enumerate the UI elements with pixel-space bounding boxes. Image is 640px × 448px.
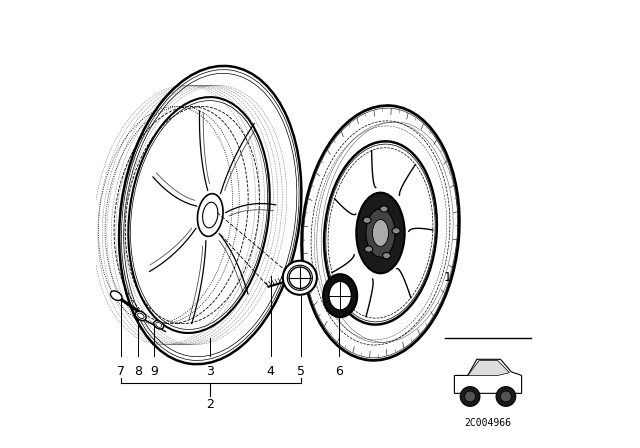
Ellipse shape: [323, 274, 357, 317]
Polygon shape: [294, 271, 301, 284]
Ellipse shape: [154, 321, 164, 329]
Ellipse shape: [136, 311, 146, 320]
Ellipse shape: [366, 209, 395, 257]
Polygon shape: [454, 359, 522, 393]
Ellipse shape: [500, 391, 511, 402]
Ellipse shape: [111, 291, 122, 301]
Text: 2C004966: 2C004966: [465, 418, 511, 428]
Text: 9: 9: [150, 365, 158, 378]
Ellipse shape: [356, 193, 404, 273]
Text: 3: 3: [206, 365, 214, 378]
Text: 4: 4: [267, 365, 275, 378]
Ellipse shape: [372, 220, 388, 246]
Text: 6: 6: [335, 365, 343, 378]
Ellipse shape: [392, 228, 400, 234]
Ellipse shape: [496, 387, 516, 406]
Text: 2: 2: [206, 398, 214, 411]
Ellipse shape: [460, 387, 480, 406]
Ellipse shape: [383, 253, 390, 259]
Ellipse shape: [329, 281, 351, 310]
Polygon shape: [468, 361, 509, 375]
Polygon shape: [292, 269, 303, 287]
Ellipse shape: [380, 206, 388, 212]
Ellipse shape: [289, 267, 310, 289]
Text: 5: 5: [297, 365, 305, 378]
Text: 1: 1: [443, 271, 451, 284]
Ellipse shape: [465, 391, 476, 402]
Text: 7: 7: [116, 365, 125, 378]
Ellipse shape: [283, 261, 317, 295]
Text: 8: 8: [134, 365, 141, 378]
Ellipse shape: [365, 246, 372, 252]
Ellipse shape: [363, 217, 371, 224]
